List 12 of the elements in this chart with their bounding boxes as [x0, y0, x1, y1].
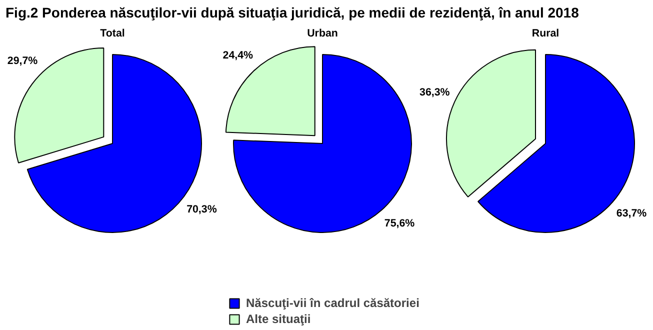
data-label: 63,7%	[616, 208, 648, 220]
chart-title: Urban	[307, 28, 338, 40]
chart-title: Fig.2 Ponderea născuţilor-vii după situaţia juridică, pe medii de rezidenţă, în anul 2018	[6, 4, 580, 20]
data-label: 36,3%	[420, 86, 450, 99]
data-label: 29,7%	[7, 55, 38, 68]
chart-title: Rural	[532, 28, 560, 40]
legend-label: Alte situaţii	[246, 312, 311, 326]
legend-label: Născuţi-vii în cadrul căsătoriei	[246, 296, 420, 310]
data-label: 24,4%	[222, 50, 254, 62]
data-label: 70,3%	[186, 204, 218, 216]
data-label: 75,6%	[384, 217, 416, 230]
chart-subtitle: Total	[100, 28, 125, 40]
